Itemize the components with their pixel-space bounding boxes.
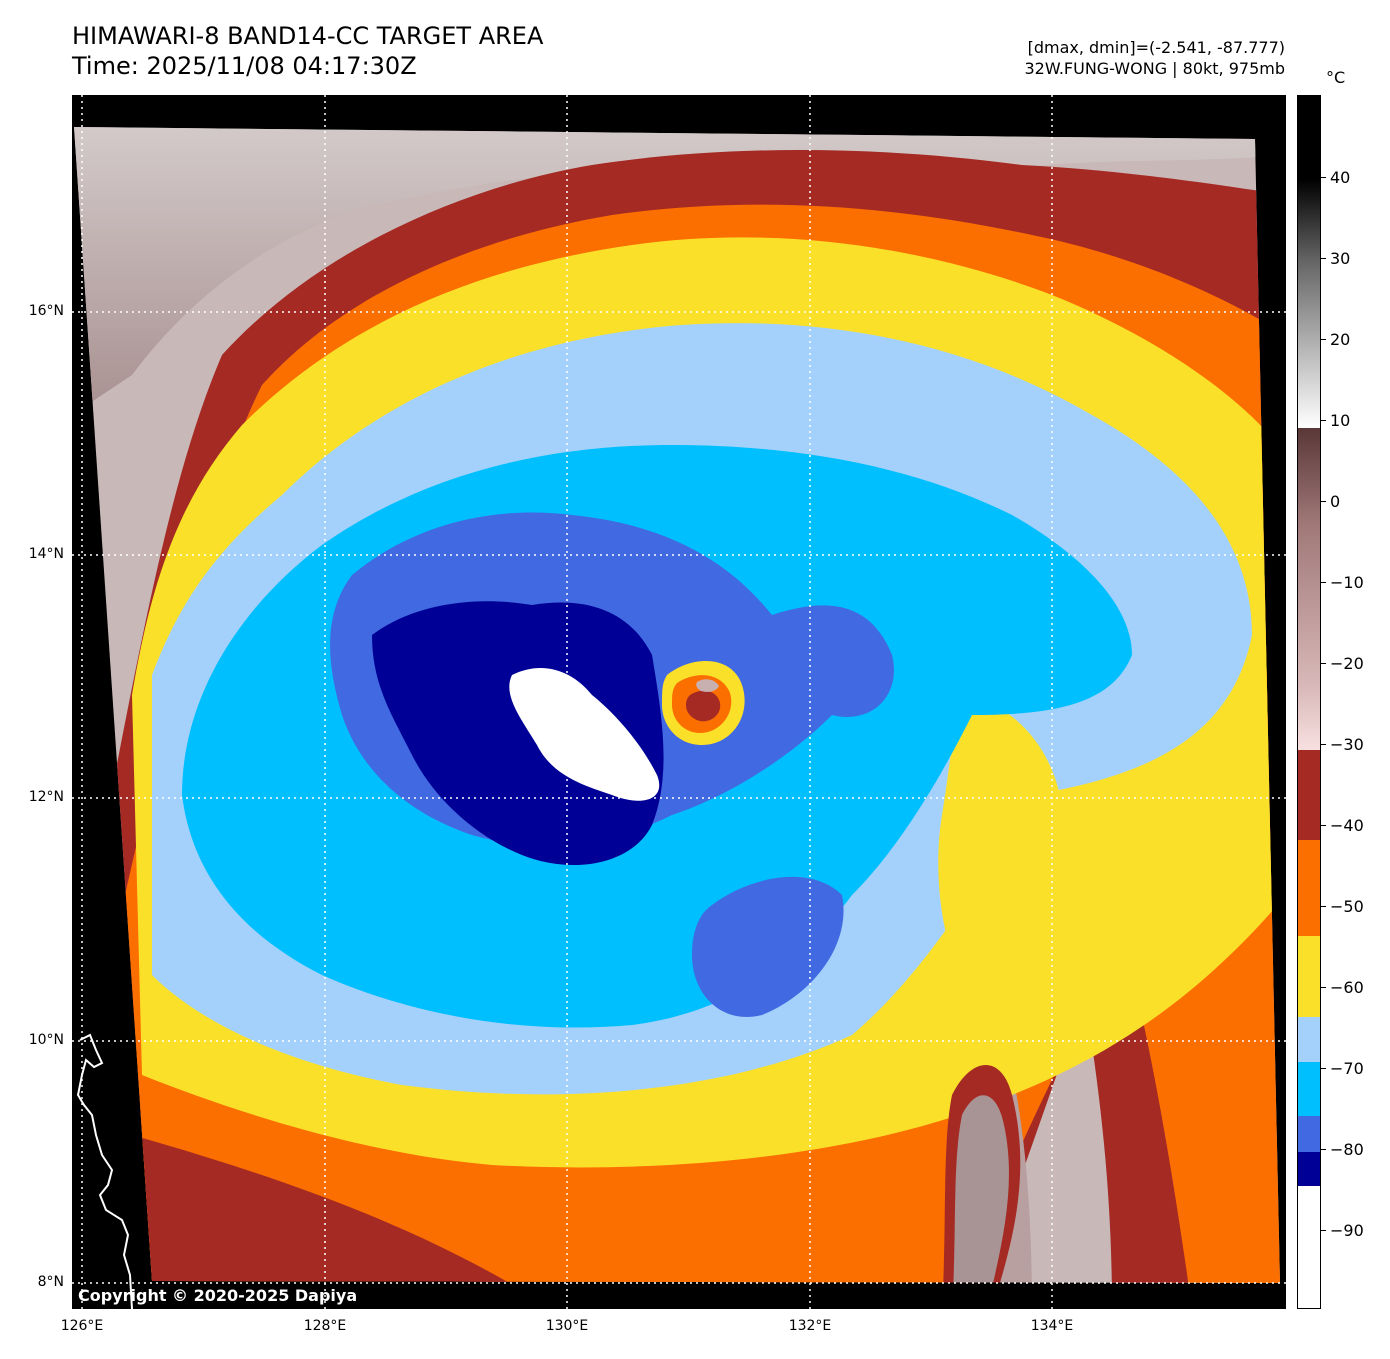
lat-label-16: 16°N bbox=[28, 303, 64, 319]
colorbar-tick bbox=[1321, 906, 1326, 907]
colorbar-tick bbox=[1321, 420, 1326, 421]
colorbar bbox=[1297, 95, 1321, 1309]
colorbar-label: 20 bbox=[1330, 330, 1351, 349]
colorbar-label: −10 bbox=[1330, 573, 1364, 592]
colorbar-tick bbox=[1321, 663, 1326, 664]
colorbar-tick bbox=[1321, 1149, 1326, 1150]
colorbar-tick bbox=[1321, 1068, 1326, 1069]
colorbar-tick bbox=[1321, 501, 1326, 502]
info-line-2: 32W.FUNG-WONG | 80kt, 975mb bbox=[1024, 59, 1285, 78]
colorbar-label: −70 bbox=[1330, 1059, 1364, 1078]
colorbar-tick bbox=[1321, 825, 1326, 826]
copyright-notice: Copyright © 2020-2025 Dapiya bbox=[78, 1286, 358, 1305]
colorbar-tick bbox=[1321, 339, 1326, 340]
colorbar-tick bbox=[1321, 1230, 1326, 1231]
satellite-map: Copyright © 2020-2025 Dapiya bbox=[72, 95, 1286, 1309]
colorbar-label: −30 bbox=[1330, 735, 1364, 754]
colorbar-label: −60 bbox=[1330, 978, 1364, 997]
colorbar-label: −90 bbox=[1330, 1221, 1364, 1240]
coastline bbox=[76, 1033, 133, 1309]
colorbar-tick bbox=[1321, 177, 1326, 178]
lat-label-12: 12°N bbox=[28, 789, 64, 805]
title-line-1: HIMAWARI-8 BAND14-CC TARGET AREA bbox=[72, 22, 544, 50]
lon-label-134: 134°E bbox=[1030, 1318, 1074, 1334]
colorbar-label: 40 bbox=[1330, 168, 1351, 187]
colorbar-label: −20 bbox=[1330, 654, 1364, 673]
colorbar-label: −40 bbox=[1330, 816, 1364, 835]
map-image bbox=[72, 95, 1286, 1309]
title-line-2: Time: 2025/11/08 04:17:30Z bbox=[72, 52, 417, 80]
colorbar-tick bbox=[1321, 744, 1326, 745]
lon-label-130: 130°E bbox=[545, 1318, 589, 1334]
colorbar-unit: °C bbox=[1326, 68, 1346, 87]
colorbar-tick bbox=[1321, 987, 1326, 988]
lon-label-128: 128°E bbox=[303, 1318, 347, 1334]
info-line-1: [dmax, dmin]=(-2.541, -87.777) bbox=[1027, 38, 1285, 57]
colorbar-label: 0 bbox=[1330, 492, 1341, 511]
map-gridlines bbox=[72, 95, 1286, 1309]
colorbar-label: −50 bbox=[1330, 897, 1364, 916]
lon-label-126: 126°E bbox=[60, 1318, 104, 1334]
colorbar-label: 10 bbox=[1330, 411, 1351, 430]
lat-label-14: 14°N bbox=[28, 546, 64, 562]
colorbar-tick bbox=[1321, 258, 1326, 259]
lat-label-10: 10°N bbox=[28, 1032, 64, 1048]
colorbar-label: −80 bbox=[1330, 1140, 1364, 1159]
colorbar-label: 30 bbox=[1330, 249, 1351, 268]
colorbar-tick bbox=[1321, 582, 1326, 583]
lat-label-8: 8°N bbox=[37, 1274, 64, 1290]
lon-label-132: 132°E bbox=[788, 1318, 832, 1334]
